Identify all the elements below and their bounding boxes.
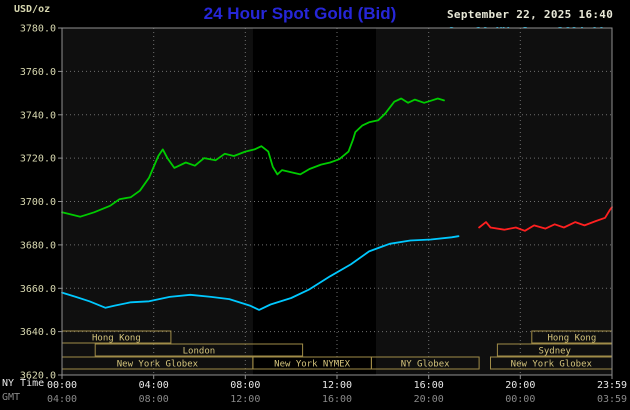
session-label: New York Globex <box>511 360 593 370</box>
x-axis-label-nytime: NY Time <box>2 378 45 389</box>
y-tick-label: 3780.0 <box>20 24 56 35</box>
session-label: Hong Kong <box>548 334 597 344</box>
x-tick-label-nytime: 12:00 <box>322 380 352 391</box>
x-tick-label-nytime: 00:00 <box>47 380 77 391</box>
x-tick-label-nytime: 08:00 <box>230 380 260 391</box>
y-tick-label: 3640.0 <box>20 327 56 338</box>
y-tick-label: 3700.0 <box>20 197 56 208</box>
x-tick-label-gmt: 00:00 <box>505 394 535 405</box>
x-tick-label-gmt: 08:00 <box>139 394 169 405</box>
x-tick-label-nytime: 16:00 <box>414 380 444 391</box>
chart-datetime: September 22, 2025 16:40 <box>447 8 614 21</box>
x-tick-label-nytime: 20:00 <box>505 380 535 391</box>
session-label: New York Globex <box>117 360 199 370</box>
y-tick-label: 3760.0 <box>20 67 56 78</box>
y-tick-label: 3620.0 <box>20 371 56 382</box>
session-label: NY Globex <box>401 360 450 370</box>
session-box <box>94 343 304 357</box>
price-series-sep21 <box>478 206 613 232</box>
y-tick-label: 3680.0 <box>20 240 56 251</box>
y-axis-unit-label: USD/oz <box>14 4 51 15</box>
session-label: Hong Kong <box>92 334 141 344</box>
x-tick-label-gmt: 04:00 <box>47 394 77 405</box>
chart-title: 24 Hour Spot Gold (Bid) <box>203 4 397 23</box>
y-tick-label: 3720.0 <box>20 154 56 165</box>
session-label: Sydney <box>538 347 571 357</box>
x-tick-label-nytime: 04:00 <box>139 380 169 391</box>
session-label: New York NYMEX <box>274 360 350 370</box>
y-tick-label: 3740.0 <box>20 110 56 121</box>
x-axis-label-gmt: GMT <box>2 392 21 403</box>
x-tick-label-nytime: 23:59 <box>597 380 627 391</box>
price-series-sep22 <box>61 97 445 218</box>
x-tick-label-gmt: 12:00 <box>230 394 260 405</box>
x-tick-label-gmt: 20:00 <box>414 394 444 405</box>
y-tick-label: 3660.0 <box>20 284 56 295</box>
x-tick-label-gmt: 16:00 <box>322 394 352 405</box>
session-box <box>370 356 480 370</box>
price-series-sep19 <box>61 235 460 311</box>
session-label: London <box>183 347 216 357</box>
x-tick-label-gmt: 03:59 <box>597 394 627 405</box>
